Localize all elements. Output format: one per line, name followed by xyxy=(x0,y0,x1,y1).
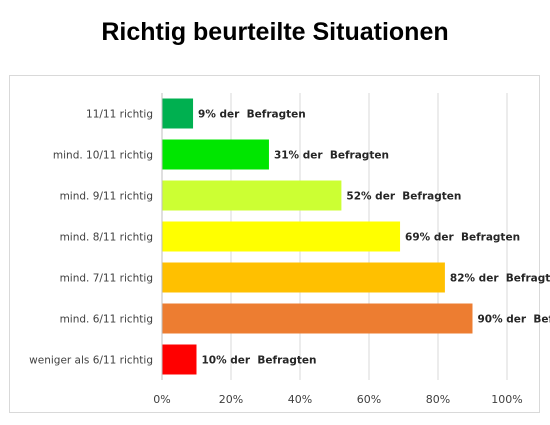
chart-frame xyxy=(9,75,540,413)
category-label: mind. 8/11 richtig xyxy=(60,232,153,244)
data-label: 69% der Befragten xyxy=(405,232,520,244)
bar xyxy=(162,180,342,211)
bar xyxy=(162,262,445,293)
category-label: weniger als 6/11 richtig xyxy=(29,355,153,367)
category-label: mind. 6/11 richtig xyxy=(60,314,153,326)
category-label: mind. 9/11 richtig xyxy=(60,191,153,203)
category-label: 11/11 richtig xyxy=(86,109,153,121)
chart-title: Richtig beurteilte Situationen xyxy=(101,18,449,46)
data-label: 10% der Befragten xyxy=(202,355,317,367)
x-tick-label: 100% xyxy=(491,393,522,406)
category-label: mind. 10/11 richtig xyxy=(53,150,153,162)
bar xyxy=(162,221,401,252)
data-label: 52% der Befragten xyxy=(346,191,461,203)
data-label: 82% der Befragten xyxy=(450,273,550,285)
data-label: 90% der Befragten xyxy=(478,314,550,326)
bar xyxy=(162,139,269,170)
x-tick-label: 0% xyxy=(153,393,170,406)
data-label: 31% der Befragten xyxy=(274,150,389,162)
bar xyxy=(162,344,197,375)
category-labels: 11/11 richtig mind. 10/11 richtig mind. 9/… xyxy=(29,109,153,367)
x-tick-label: 40% xyxy=(288,393,312,406)
x-tick-label: 80% xyxy=(426,393,450,406)
x-tick-label: 20% xyxy=(219,393,243,406)
x-tick-label: 60% xyxy=(357,393,381,406)
bars xyxy=(162,98,473,375)
x-tick-labels: 0% 20% 40% 60% 80% 100% xyxy=(153,393,522,406)
bar xyxy=(162,303,473,334)
data-label: 9% der Befragten xyxy=(198,109,306,121)
bar xyxy=(162,98,194,129)
category-label: mind. 7/11 richtig xyxy=(60,273,153,285)
data-labels: 9% der Befragten 31% der Befragten 52% der… xyxy=(198,109,550,367)
